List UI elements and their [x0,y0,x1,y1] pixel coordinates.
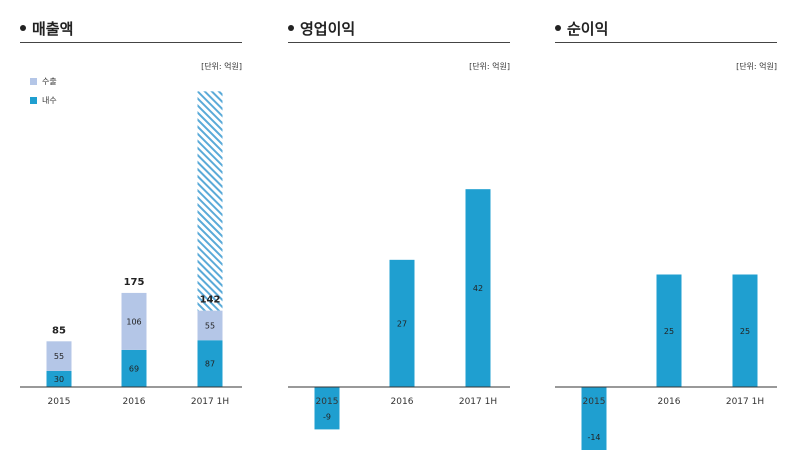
x-tick-label: 2016 [391,397,414,407]
bar-export [46,341,72,371]
data-label: 42 [473,284,483,293]
total-label: 85 [52,325,66,336]
data-label: -14 [587,433,600,442]
net-income-header: 순이익 [555,14,777,43]
x-tick-label: 2016 [658,397,681,407]
bar [389,259,415,387]
bullet-icon [20,25,26,31]
bar [732,274,758,387]
data-label-export: 55 [54,352,64,361]
operating-profit-panel: 영업이익 [단위: 억원] 2015 -9 2016 27 2017 1H 42 [288,0,510,458]
data-label-export: 106 [126,317,141,326]
bar [656,274,682,387]
total-label: 175 [124,277,145,288]
x-tick-label: 2015 [583,397,606,407]
bullet-icon [288,25,294,31]
legend-label-domestic: 내수 [42,96,57,105]
legend-label-export: 수출 [42,77,57,86]
revenue-panel: 매출액 [단위: 억원] 수출 내수 30 55 85 2015 69 106 175 201… [20,0,242,458]
net-income-chart: 2015 -14 2016 25 2017 1H 25 [555,274,777,450]
operating-profit-unit: [단위: 억원] [469,62,510,71]
x-tick-label: 2017 1H [191,397,229,407]
bar-hatched-target [197,91,223,311]
data-label-domestic: 69 [129,364,139,373]
data-label-domestic: 30 [54,375,64,384]
bar-export [121,292,147,350]
revenue-chart: 30 55 85 2015 69 106 175 2016 87 55 142 2017 1H [20,91,242,407]
bar-export [197,310,223,341]
legend-swatch-export [30,78,37,85]
data-label: 25 [664,327,674,336]
revenue-header: 매출액 [20,14,242,43]
net-income-panel: 순이익 [단위: 억원] 2015 -14 2016 25 2017 1H 25 [555,0,777,458]
bar-domestic [121,349,147,387]
total-label: 142 [200,295,221,306]
data-label: 27 [397,319,407,328]
bar [581,387,607,450]
data-label-domestic: 87 [205,360,215,369]
bullet-icon [555,25,561,31]
data-label-export: 55 [205,321,215,330]
revenue-unit: [단위: 억원] [201,62,242,71]
x-tick-label: 2015 [48,397,71,407]
bar-domestic [46,370,72,387]
bar [465,189,491,387]
operating-profit-chart: 2015 -9 2016 27 2017 1H 42 [288,189,510,430]
revenue-title: 매출액 [32,20,74,38]
operating-profit-header: 영업이익 [288,14,510,43]
bar-domestic [197,340,223,387]
data-label: -9 [323,412,331,421]
x-tick-label: 2016 [123,397,146,407]
net-income-unit: [단위: 억원] [736,62,777,71]
data-label: 25 [740,327,750,336]
net-income-title: 순이익 [567,20,609,38]
bar [314,387,340,430]
x-tick-label: 2017 1H [459,397,497,407]
legend-swatch-domestic [30,97,37,104]
operating-profit-title: 영업이익 [300,20,356,38]
x-tick-label: 2015 [316,397,339,407]
x-tick-label: 2017 1H [726,397,764,407]
